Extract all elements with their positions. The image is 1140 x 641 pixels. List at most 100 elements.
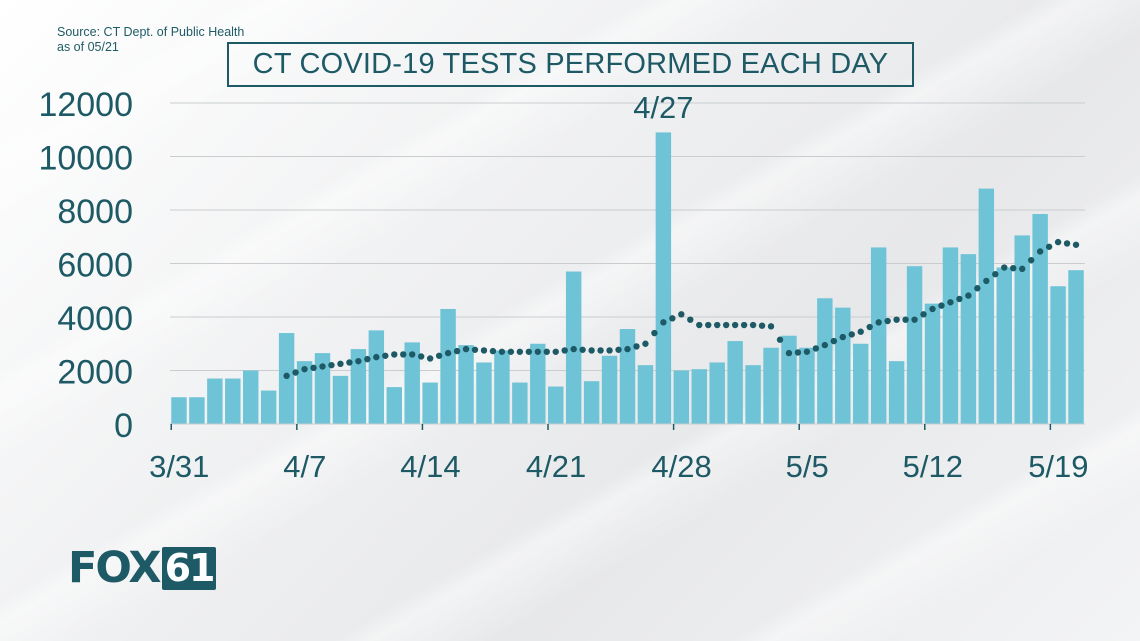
trend-dot: [409, 351, 416, 358]
bar: [763, 347, 779, 424]
x-tick-label: 4/7: [283, 449, 326, 484]
trend-dot: [1001, 264, 1008, 271]
trend-dot: [615, 346, 622, 353]
trend-dot: [651, 329, 658, 337]
trend-dot: [543, 348, 550, 355]
bar: [870, 247, 887, 424]
bar: [1014, 235, 1030, 424]
x-tick-label: 3/31: [149, 449, 209, 484]
trend-dot: [749, 321, 757, 329]
bar: [924, 303, 941, 424]
trend-dot: [812, 345, 820, 352]
trend-dot: [435, 352, 443, 359]
bar: [296, 361, 313, 424]
trend-dot: [920, 311, 927, 318]
trend-dot: [740, 321, 748, 329]
bar: [583, 381, 600, 424]
trend-dot: [1063, 240, 1071, 247]
bar: [745, 365, 761, 424]
bar: [494, 350, 510, 424]
bar: [243, 370, 259, 424]
trend-dot: [687, 316, 694, 323]
trend-dot: [507, 348, 515, 355]
bar: [996, 267, 1012, 424]
trend-dot: [1054, 238, 1062, 246]
trend-dot: [471, 346, 479, 353]
trend-dot: [956, 295, 963, 303]
trend-dot: [911, 316, 918, 323]
bar: [189, 397, 205, 424]
bar: [530, 343, 546, 424]
trend-dot: [938, 302, 945, 309]
trend-dot: [965, 292, 972, 299]
trend-dot: [328, 361, 335, 369]
bar: [225, 378, 241, 424]
bar: [960, 254, 977, 424]
trend-dot: [355, 357, 362, 365]
x-tick-label: 5/12: [903, 449, 963, 484]
bar: [207, 378, 223, 424]
bar: [386, 387, 402, 424]
trend-dot: [767, 323, 775, 330]
bar: [422, 382, 438, 424]
bar: [368, 330, 385, 424]
trend-dot: [444, 349, 452, 357]
trend-dot: [480, 347, 488, 354]
bar: [512, 382, 528, 424]
trend-dot: [785, 349, 793, 357]
y-tick-label: 8000: [57, 193, 133, 231]
trend-dot: [983, 277, 990, 285]
x-tick-label: 4/14: [400, 449, 460, 484]
trend-dot: [516, 348, 524, 355]
bar: [691, 369, 707, 424]
trend-dot: [570, 345, 577, 353]
trend-dot: [947, 299, 954, 306]
bar: [978, 188, 995, 424]
trend-dot: [660, 319, 667, 326]
bar: [888, 361, 905, 424]
bar: [853, 343, 869, 424]
trend-dot: [992, 271, 999, 278]
x-tick-label: 4/21: [526, 449, 586, 484]
bar: [548, 386, 564, 424]
trend-dot: [1036, 248, 1044, 255]
trend-dot: [319, 363, 326, 370]
trend-dot: [561, 347, 568, 354]
trend-dot: [678, 311, 685, 318]
bar: [601, 355, 618, 424]
bar: [619, 329, 636, 424]
trend-dot: [669, 315, 676, 322]
trend-dot: [462, 345, 470, 353]
trend-dot: [346, 359, 353, 366]
x-tick-label: 5/19: [1028, 449, 1088, 484]
trend-dot: [776, 336, 784, 343]
bar: [637, 365, 654, 424]
trend-dot: [1019, 265, 1026, 273]
bar: [817, 298, 833, 424]
bar: [1068, 270, 1084, 424]
trend-dot: [489, 347, 497, 355]
trend-dot: [597, 347, 604, 354]
bar: [655, 132, 672, 425]
trend-dot: [758, 322, 766, 329]
trend-dot: [301, 365, 308, 373]
bar: [1032, 214, 1048, 424]
trend-dot: [866, 323, 873, 331]
trend-dot: [714, 321, 721, 329]
bar: [709, 362, 725, 424]
trend-dot: [283, 372, 290, 380]
trend-dot: [382, 352, 389, 359]
trend-dot: [1010, 264, 1017, 272]
bar: [440, 308, 456, 424]
trend-dot: [821, 341, 829, 349]
bar: [458, 345, 474, 424]
trend-dot: [857, 328, 864, 335]
trend-dot: [893, 316, 900, 323]
bar: [906, 266, 923, 424]
logo-text: FOX: [68, 543, 162, 593]
trend-dot: [1045, 243, 1053, 250]
bar: [673, 370, 690, 424]
bar: [799, 347, 815, 424]
bar: [314, 353, 331, 424]
